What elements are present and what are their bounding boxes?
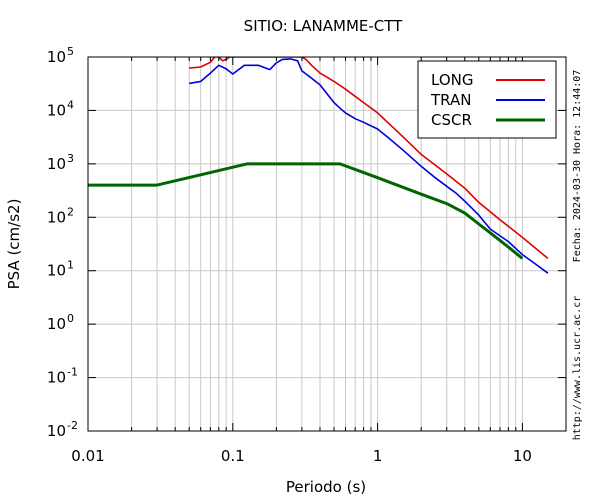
x-tick-label: 10 (513, 447, 532, 465)
series-line-long (189, 57, 549, 260)
series-layer (88, 57, 549, 274)
series-line-tran (189, 58, 549, 274)
legend-label-long: LONG (431, 71, 473, 89)
y-tick-exponent: 1 (67, 259, 74, 272)
y-tick-label: 10 (47, 369, 66, 387)
axis-ticks (87, 56, 567, 432)
y-tick-exponent: 4 (67, 98, 74, 111)
y-tick-label: 10 (47, 262, 66, 280)
timestamp-label: Fecha: 2024-03-30 Hora: 12:44:07 (572, 70, 583, 263)
y-tick-label: 10 (47, 155, 66, 173)
y-tick-label: 10 (47, 208, 66, 226)
x-axis-label: Periodo (s) (286, 478, 366, 496)
y-tick-exponent: 2 (67, 205, 74, 218)
y-tick-label: 10 (47, 315, 66, 333)
grid (88, 57, 566, 431)
y-tick-exponent: -1 (67, 366, 78, 379)
plot-frame (87, 56, 567, 432)
x-tick-label: 0.1 (221, 447, 245, 465)
source-url-label: http://www.lis.ucr.ac.cr (572, 296, 583, 441)
y-tick-label: 10 (47, 422, 66, 440)
chart-title: SITIO: LANAMME-CTT (244, 17, 403, 35)
x-tick-labels: 0.01 0.1 1 10 (71, 447, 532, 465)
legend-label-cscr: CSCR (431, 111, 472, 129)
y-tick-label: 10 (47, 101, 66, 119)
y-tick-label: 10 (47, 48, 66, 66)
y-axis-label: PSA (cm/s2) (5, 199, 23, 290)
y-tick-exponent: 5 (67, 45, 74, 58)
legend: LONG TRAN CSCR (417, 60, 557, 139)
x-tick-label: 1 (373, 447, 383, 465)
x-tick-label: 0.01 (71, 447, 104, 465)
y-tick-exponent: -2 (67, 419, 78, 432)
series-line-cscr (88, 162, 524, 260)
legend-label-tran: TRAN (430, 91, 471, 109)
y-tick-exponent: 3 (67, 152, 74, 165)
y-tick-exponent: 0 (67, 312, 74, 325)
